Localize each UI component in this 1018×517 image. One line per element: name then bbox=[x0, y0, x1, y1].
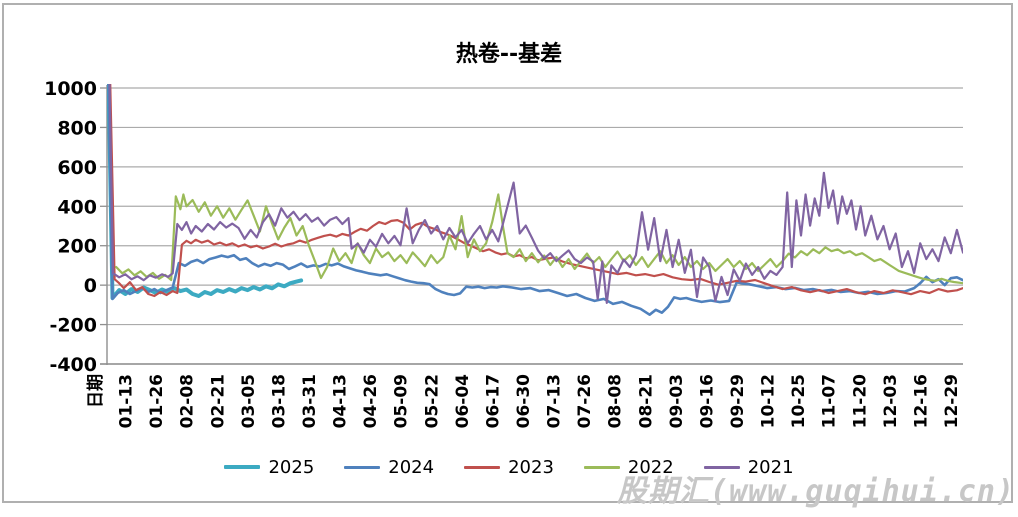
x-tick-label: 04-26 bbox=[361, 374, 381, 428]
y-tick-label: 1000 bbox=[44, 78, 97, 100]
x-tick-label: 05-22 bbox=[422, 374, 442, 428]
x-tick-label: 03-31 bbox=[300, 374, 320, 428]
x-tick-label: 09-29 bbox=[728, 374, 748, 428]
y-tick-label: 200 bbox=[57, 236, 97, 258]
x-tick-label: 07-26 bbox=[575, 374, 595, 428]
legend-item-2024: 2024 bbox=[344, 457, 434, 478]
x-tick-label: 10-12 bbox=[759, 374, 779, 428]
x-tick-label: 01-13 bbox=[117, 374, 137, 428]
legend-label-2023: 2023 bbox=[508, 456, 554, 478]
legend-swatch-2023 bbox=[464, 465, 501, 469]
watermark: 股期汇(www.guqihui.cn) bbox=[617, 474, 1015, 509]
y-tick-label: 400 bbox=[57, 196, 97, 218]
x-tick-label: 11-07 bbox=[820, 374, 840, 428]
chart-outer-border bbox=[2, 3, 1013, 503]
x-tick-label: 08-08 bbox=[606, 374, 626, 428]
legend-item-2023: 2023 bbox=[464, 457, 554, 478]
x-tick-label: 05-09 bbox=[392, 374, 412, 428]
legend-label-2021: 2021 bbox=[747, 456, 794, 478]
x-tick-label: 10-25 bbox=[789, 374, 809, 428]
legend-label-2022: 2022 bbox=[627, 456, 674, 478]
x-tick-label: 12-16 bbox=[911, 374, 931, 428]
x-tick-label: 12-29 bbox=[942, 374, 962, 428]
x-tick-label: 02-08 bbox=[178, 374, 198, 428]
series-2023-line bbox=[109, 84, 963, 298]
series-group bbox=[107, 84, 963, 317]
x-tick-label: 09-03 bbox=[667, 374, 687, 428]
y-tick-label: 800 bbox=[57, 117, 97, 139]
legend-item-2025: 2025 bbox=[224, 457, 314, 478]
x-tick-label: 04-13 bbox=[331, 374, 351, 428]
legend: 2025 2024 2023 2022 2021 bbox=[0, 452, 1018, 482]
x-tick-label: 08-21 bbox=[636, 374, 656, 428]
x-tick-label: 02-21 bbox=[208, 374, 228, 428]
x-tick-label: 03-18 bbox=[269, 374, 289, 428]
series-2022-line bbox=[115, 193, 963, 285]
x-tick-label: 09-16 bbox=[697, 374, 717, 428]
x-tick-label: 03-05 bbox=[239, 374, 259, 428]
legend-item-2021: 2021 bbox=[703, 456, 794, 478]
legend-swatch-2025 bbox=[224, 465, 261, 469]
x-tick-label: 06-17 bbox=[483, 374, 503, 428]
y-tick-label: -200 bbox=[49, 315, 97, 337]
y-tick-label: -400 bbox=[49, 354, 97, 376]
series-2021-line bbox=[108, 84, 963, 304]
legend-swatch-2022 bbox=[583, 465, 620, 469]
legend-swatch-2021 bbox=[703, 465, 740, 469]
x-tick-label: 日期 bbox=[86, 374, 106, 408]
legend-label-2024: 2024 bbox=[388, 456, 435, 478]
x-tick-label: 12-03 bbox=[881, 374, 901, 428]
x-tick-label: 07-13 bbox=[545, 374, 565, 428]
y-tick-label: 0 bbox=[84, 275, 97, 297]
legend-item-2022: 2022 bbox=[583, 456, 674, 478]
legend-label-2025: 2025 bbox=[268, 456, 315, 478]
x-tick-label: 01-26 bbox=[147, 374, 167, 428]
x-tick-label: 06-30 bbox=[514, 374, 534, 429]
chart-title: 热卷--基差 bbox=[455, 42, 563, 67]
legend-swatch-2024 bbox=[344, 465, 381, 469]
x-tick-label: 06-04 bbox=[453, 374, 473, 429]
x-tick-label: 11-20 bbox=[850, 374, 870, 429]
y-tick-label: 600 bbox=[57, 157, 97, 179]
